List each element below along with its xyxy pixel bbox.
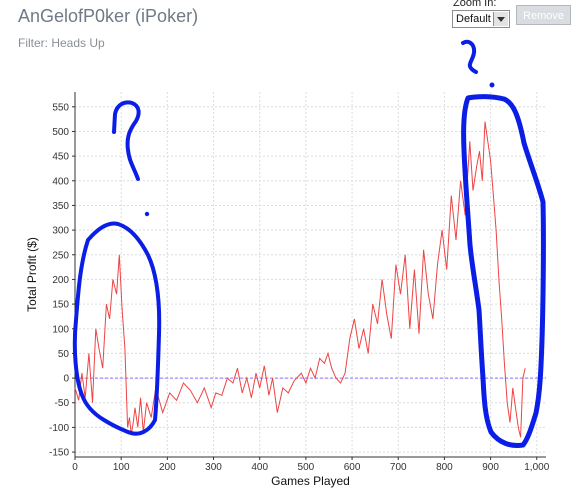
x-tick-label: 100 — [113, 462, 130, 473]
annotation-marks — [72, 39, 546, 448]
x-tick-label: 500 — [298, 462, 315, 473]
player-title: AnGelofP0ker (iPoker) — [18, 6, 199, 26]
question-mark-left — [112, 100, 141, 181]
filter-label: Filter: Heads Up — [18, 36, 105, 50]
question-mark-right — [461, 39, 478, 74]
x-axis-label: Games Played — [271, 474, 350, 488]
y-tick-label: -150 — [49, 448, 69, 459]
circle-left — [72, 221, 162, 436]
y-tick-label: 400 — [52, 176, 69, 187]
y-tick-label: 300 — [52, 226, 69, 237]
y-tick-label: 50 — [58, 349, 70, 360]
x-tick-label: 400 — [251, 462, 268, 473]
y-tick-label: 200 — [52, 275, 69, 286]
x-tick-label: 600 — [344, 462, 361, 473]
y-tick-label: 450 — [52, 152, 69, 163]
y-tick-label: 0 — [63, 374, 69, 385]
y-tick-label: -100 — [49, 423, 69, 434]
chevron-down-icon[interactable] — [493, 12, 508, 26]
y-tick-label: 500 — [52, 127, 69, 138]
x-tick-label: 900 — [482, 462, 499, 473]
x-tick-label: 200 — [159, 462, 176, 473]
zoom-value: Default — [456, 13, 491, 25]
y-tick-label: 350 — [52, 201, 69, 212]
question-dot-right — [489, 82, 495, 88]
zoom-label: Zoom In: — [453, 0, 497, 9]
y-axis-ticks: -150 -100 -50 0 50 100 150 200 250 300 350 400 450 50… — [49, 102, 75, 459]
x-tick-label: 700 — [390, 462, 407, 473]
x-tick-label: 300 — [205, 462, 222, 473]
x-tick-label: 0 — [72, 462, 78, 473]
circle-right — [461, 94, 546, 448]
zoom-dropdown[interactable]: Default — [452, 10, 510, 28]
x-axis-ticks: 0 100 200 300 400 500 600 700 800 900 1,000 — [72, 457, 550, 473]
x-tick-label: 800 — [436, 462, 453, 473]
question-dot-left — [144, 211, 150, 217]
x-tick-label: 1,000 — [524, 462, 549, 473]
y-tick-label: 250 — [52, 250, 69, 261]
y-axis-label: Total Profit ($) — [25, 237, 39, 312]
y-tick-label: 100 — [52, 324, 69, 335]
y-tick-label: 150 — [52, 300, 69, 311]
y-tick-label: 550 — [52, 102, 69, 113]
y-tick-label: -50 — [55, 398, 70, 409]
remove-button[interactable]: Remove — [516, 5, 571, 25]
